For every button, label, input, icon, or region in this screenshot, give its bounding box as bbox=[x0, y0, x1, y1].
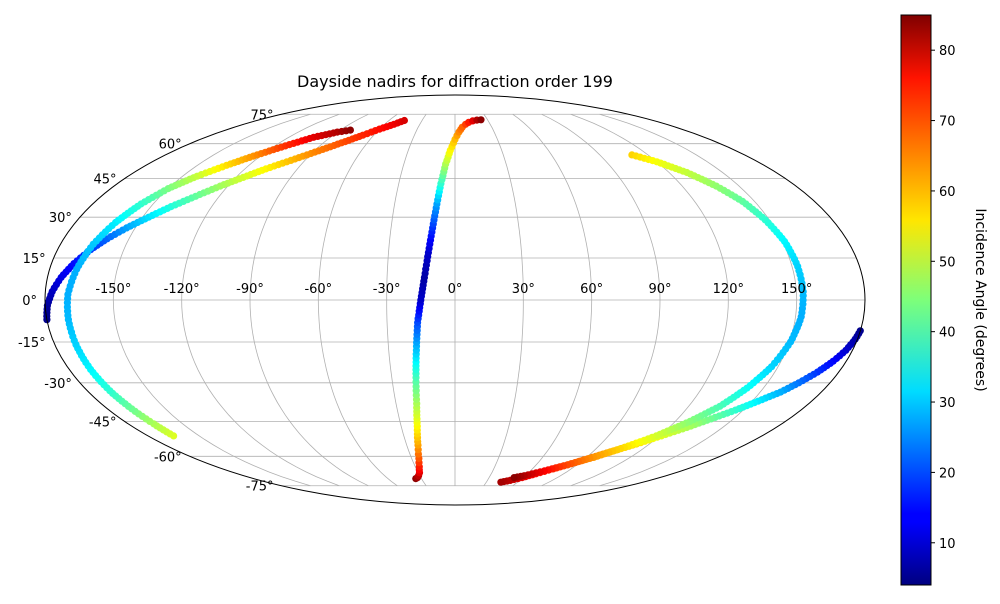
longitude-tick-labels: -150° -120° -90° -60° -30° 0° 30° 60° 90° 120° 150… bbox=[95, 282, 812, 297]
longitude-tick-label: -120° bbox=[164, 282, 200, 297]
data-point bbox=[497, 478, 505, 486]
grid-meridian bbox=[249, 113, 369, 487]
latitude-tick-label: 30° bbox=[49, 211, 72, 226]
latitude-tick-label: 75° bbox=[250, 108, 273, 123]
data-point bbox=[400, 116, 408, 125]
graticule-grid bbox=[45, 113, 865, 487]
grid-meridian bbox=[512, 113, 593, 487]
longitude-tick-label: -90° bbox=[236, 282, 264, 297]
colorbar-tick-label: 10 bbox=[939, 537, 956, 552]
latitude-tick-label: 60° bbox=[159, 138, 182, 153]
latitude-tick-label: 0° bbox=[22, 294, 37, 309]
latitude-tick-label: -15° bbox=[18, 336, 46, 351]
longitude-tick-label: 120° bbox=[713, 282, 744, 297]
grid-meridian bbox=[317, 113, 398, 487]
latitude-tick-label: -30° bbox=[44, 377, 72, 392]
grid-meridian bbox=[112, 113, 311, 487]
grid-meridian bbox=[386, 114, 427, 486]
grid-meridian bbox=[483, 114, 524, 486]
chart-title: Dayside nadirs for diffraction order 199 bbox=[297, 72, 613, 91]
colorbar-ticks: 10 20 30 40 50 60 70 80 bbox=[931, 44, 956, 552]
globe-outline bbox=[44, 94, 866, 506]
grid-meridian bbox=[599, 113, 798, 487]
longitude-tick-label: 90° bbox=[648, 282, 671, 297]
data-point bbox=[477, 116, 485, 124]
data-points bbox=[43, 116, 864, 486]
latitude-tick-label: -60° bbox=[154, 450, 182, 465]
latitude-tick-labels: 75° 60° 45° 30° 15° 0° -15° -30° -45° -60° -75° bbox=[18, 108, 274, 494]
colorbar: 10 20 30 40 50 60 70 80 Incidence Angle (degree… bbox=[900, 14, 988, 586]
longitude-tick-label: 30° bbox=[512, 282, 535, 297]
latitude-tick-label: -45° bbox=[89, 415, 117, 430]
longitude-tick-label: 0° bbox=[448, 282, 463, 297]
colorbar-tick-label: 50 bbox=[939, 255, 956, 270]
colorbar-tick-label: 40 bbox=[939, 326, 956, 341]
latitude-tick-label: -75° bbox=[246, 480, 274, 495]
longitude-tick-label: 60° bbox=[580, 282, 603, 297]
longitude-tick-label: -60° bbox=[304, 282, 332, 297]
colorbar-tick-label: 80 bbox=[939, 44, 956, 59]
grid-meridian bbox=[541, 113, 661, 487]
colorbar-label: Incidence Angle (degrees) bbox=[972, 208, 988, 391]
latitude-tick-label: 45° bbox=[94, 173, 117, 188]
colorbar-tick-label: 60 bbox=[939, 185, 956, 200]
colorbar-tick-label: 30 bbox=[939, 396, 956, 411]
colorbar-gradient bbox=[900, 14, 932, 586]
colorbar-tick-label: 70 bbox=[939, 115, 956, 130]
latitude-tick-label: 15° bbox=[23, 252, 46, 267]
data-point bbox=[346, 126, 354, 134]
longitude-tick-label: -30° bbox=[373, 282, 401, 297]
longitude-tick-label: 150° bbox=[781, 282, 812, 297]
grid-meridian bbox=[181, 113, 340, 487]
data-point bbox=[510, 474, 518, 482]
colorbar-tick-label: 20 bbox=[939, 466, 956, 481]
longitude-tick-label: -150° bbox=[95, 282, 131, 297]
